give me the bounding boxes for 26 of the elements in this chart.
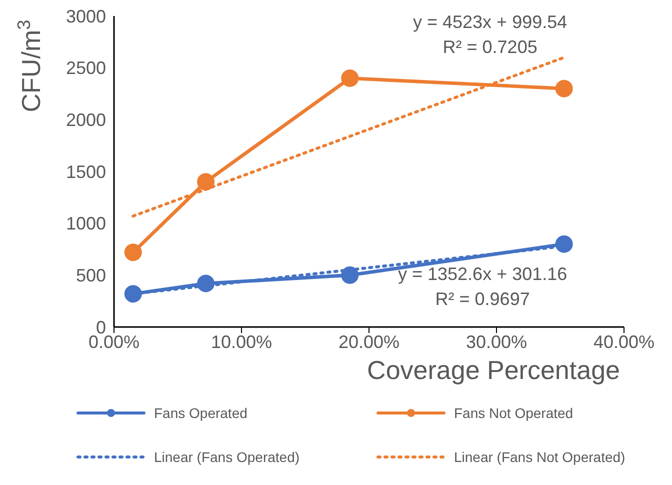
point: [197, 274, 215, 292]
point: [197, 173, 215, 191]
y-tick-label: 500: [76, 266, 106, 286]
point: [341, 69, 359, 87]
y-tick-label: 2500: [66, 58, 106, 78]
annotation: y = 4523x + 999.54 R² = 0.7205: [413, 11, 568, 59]
legend-label: Fans Operated: [154, 405, 248, 421]
point: [341, 266, 359, 284]
x-axis-title: Coverage Percentage: [367, 355, 620, 385]
y-tick-label: 1000: [66, 214, 106, 234]
point: [555, 80, 573, 98]
legend-label: Fans Not Operated: [454, 405, 574, 421]
x-tick-label: 10.00%: [210, 332, 272, 352]
point: [124, 285, 142, 303]
legend-label: Linear (Fans Operated): [154, 449, 300, 465]
annotation: y = 1352.6x + 301.16 R² = 0.9697: [398, 263, 568, 311]
legend-label: Linear (Fans Not Operated): [454, 449, 626, 465]
y-tick-label: 2000: [66, 110, 106, 130]
y-tick-label: 1500: [66, 162, 106, 182]
x-tick-label: 20.00%: [338, 332, 400, 352]
x-tick-label: 40.00%: [593, 332, 655, 352]
x-tick-label: 30.00%: [466, 332, 528, 352]
y-tick-label: 3000: [66, 6, 106, 26]
y-tick-label: 0: [96, 317, 106, 338]
point: [124, 244, 142, 262]
point: [555, 235, 573, 253]
